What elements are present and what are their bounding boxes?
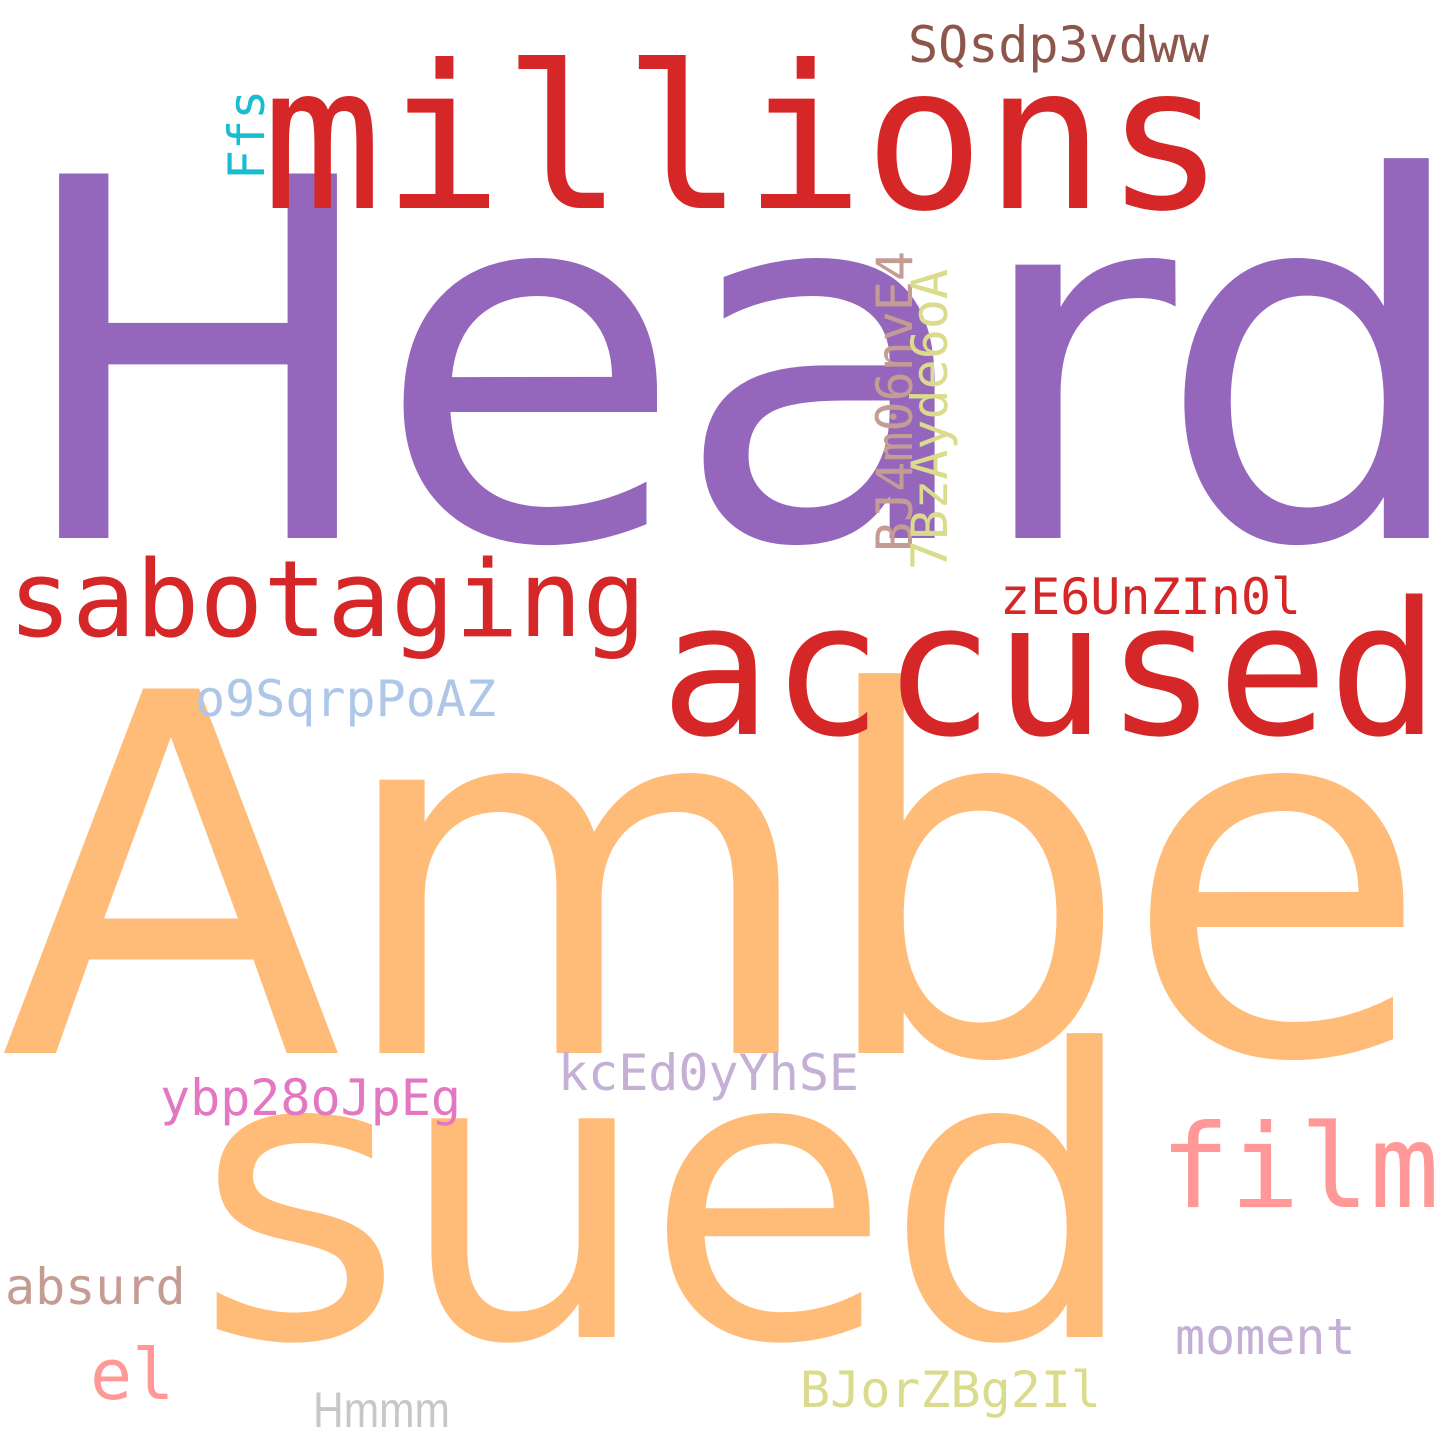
word-accused: accused [660, 562, 1440, 778]
word-sqsdp3vdww: SQsdp3vdww [908, 16, 1210, 74]
word-sabotaging: sabotaging [8, 538, 647, 661]
word-absurd: absurd [5, 1258, 186, 1316]
word-sued: sued [195, 967, 1139, 1432]
word-moment: moment [1175, 1308, 1356, 1366]
word-bjorzbg2il: BJorZBg2Il [800, 1361, 1102, 1419]
word-o9sqrppoaz: o9SqrpPoAZ [195, 670, 497, 728]
word-film: film [1160, 1100, 1440, 1235]
word-el: el [90, 1334, 175, 1416]
word-hmmm: Hmmm [313, 1382, 450, 1438]
word-ybp28ojpeg: ybp28oJpEg [160, 1069, 462, 1127]
word-ffs: Ffs [218, 89, 276, 180]
word-amber: Amber [0, 589, 1440, 1171]
word-kced0yyhse: kcEd0yYhSE [558, 1044, 860, 1102]
word-heard: Heard [10, 74, 1440, 656]
word-7bzayde6oa: 7BzAyde6oA [901, 268, 959, 570]
word-ze6unzin0l: zE6UnZIn0l [1000, 568, 1302, 626]
word-millions: millions [262, 23, 1226, 256]
